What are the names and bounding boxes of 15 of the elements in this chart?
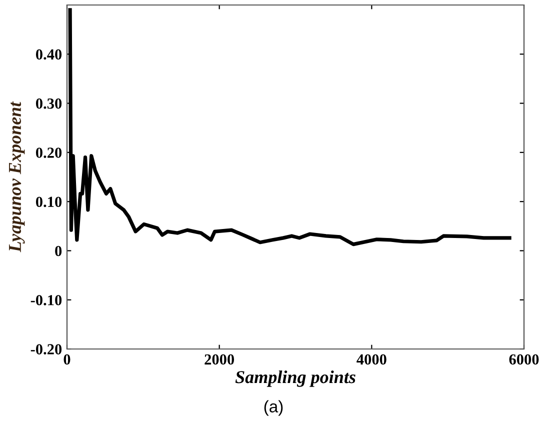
x-axis-title: Sampling points: [235, 370, 356, 387]
x-tick-label: 0: [64, 354, 70, 365]
y-tick-label: 0.20: [36, 148, 62, 158]
y-tick-label: -0.10: [30, 295, 62, 306]
y-tick-label: 0: [55, 246, 62, 256]
line-series: [68, 8, 512, 246]
text: (a): [264, 400, 283, 416]
x-tick-label: 6000: [509, 354, 539, 365]
x-tick-label: 4000: [356, 354, 386, 365]
y-tick-label: -0.20: [30, 344, 62, 355]
y-axis-title: Lyapunov Exponent: [9, 101, 25, 252]
y-tick-label: 0.10: [36, 196, 62, 208]
x-tick-label: 2000: [204, 354, 234, 365]
y-tick-label: 0.30: [36, 98, 62, 109]
y-tick-label: 0.40: [36, 49, 62, 60]
